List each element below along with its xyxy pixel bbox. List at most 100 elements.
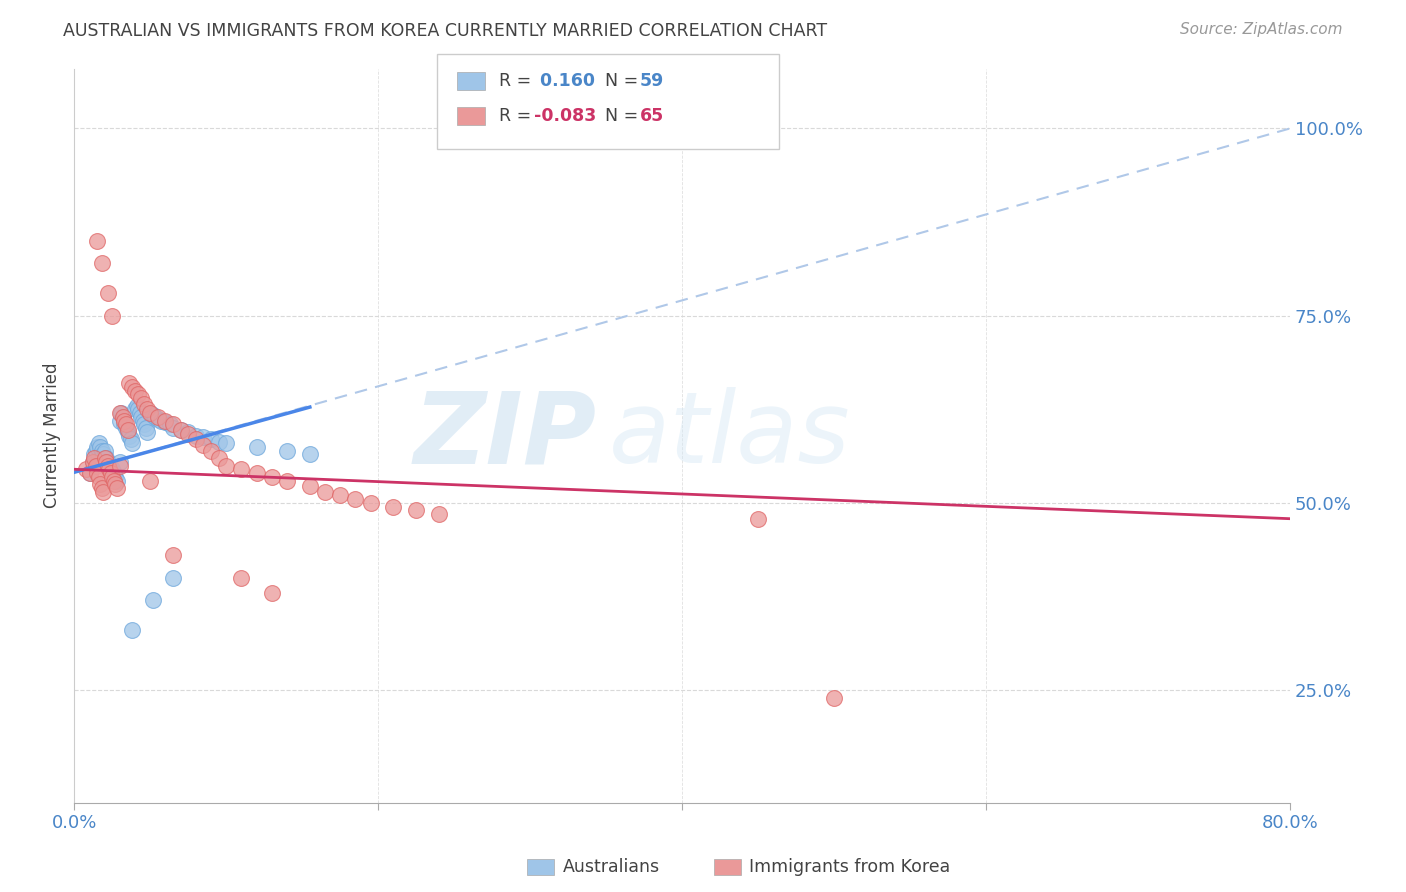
Point <box>115 417 138 432</box>
Point <box>276 443 298 458</box>
Point <box>146 409 169 424</box>
Point <box>208 450 231 465</box>
Point <box>108 455 131 469</box>
Point <box>136 425 159 439</box>
Point <box>108 413 131 427</box>
Point <box>97 455 120 469</box>
Point <box>91 484 114 499</box>
Point <box>84 443 107 458</box>
Point <box>96 455 118 469</box>
Point <box>93 450 115 465</box>
Point <box>177 427 200 442</box>
Point <box>111 409 134 424</box>
Point <box>170 423 193 437</box>
Point <box>108 406 131 420</box>
Point <box>114 413 136 427</box>
Point <box>79 466 101 480</box>
Point <box>231 462 253 476</box>
Point <box>121 436 143 450</box>
Point <box>139 406 162 420</box>
Point <box>135 421 157 435</box>
Text: Australians: Australians <box>562 858 659 876</box>
Point <box>105 474 128 488</box>
Point <box>184 428 207 442</box>
Point <box>79 466 101 480</box>
Point <box>117 423 139 437</box>
Point <box>121 624 143 638</box>
Point <box>100 460 122 475</box>
Point <box>90 443 112 458</box>
Point <box>162 421 184 435</box>
Point <box>170 423 193 437</box>
Point <box>121 380 143 394</box>
Point <box>91 447 114 461</box>
Text: -0.083: -0.083 <box>534 107 596 125</box>
Point <box>142 593 165 607</box>
Point <box>427 507 450 521</box>
Point <box>298 479 321 493</box>
Point <box>139 474 162 488</box>
Text: Source: ZipAtlas.com: Source: ZipAtlas.com <box>1180 22 1343 37</box>
Point <box>103 474 125 488</box>
Y-axis label: Currently Married: Currently Married <box>44 363 60 508</box>
Point <box>105 481 128 495</box>
Point <box>110 406 132 420</box>
Point <box>200 443 222 458</box>
Text: N =: N = <box>605 107 638 125</box>
Point <box>118 428 141 442</box>
Point <box>103 466 125 480</box>
Point <box>86 440 108 454</box>
Text: 65: 65 <box>640 107 664 125</box>
Point <box>129 391 152 405</box>
Point <box>146 412 169 426</box>
Point <box>120 432 142 446</box>
Point <box>134 397 156 411</box>
Point <box>127 387 149 401</box>
Text: N =: N = <box>605 72 638 90</box>
Point <box>143 409 166 424</box>
Point <box>329 488 352 502</box>
Point <box>231 571 253 585</box>
Point <box>155 413 177 427</box>
Point <box>124 402 146 417</box>
Point <box>131 413 153 427</box>
Point <box>193 430 215 444</box>
Point <box>83 447 105 461</box>
Text: 59: 59 <box>640 72 664 90</box>
Point <box>360 496 382 510</box>
Point <box>260 469 283 483</box>
Point <box>90 481 112 495</box>
Point <box>114 417 136 432</box>
Text: ZIP: ZIP <box>415 387 598 484</box>
Point <box>298 447 321 461</box>
Point <box>97 286 120 301</box>
Point <box>129 409 152 424</box>
Point <box>96 450 118 465</box>
Point <box>200 432 222 446</box>
Point <box>134 417 156 432</box>
Text: atlas: atlas <box>609 387 851 484</box>
Point <box>136 402 159 417</box>
Point <box>162 571 184 585</box>
Point <box>128 406 150 420</box>
Point <box>87 436 110 450</box>
Point <box>246 466 269 480</box>
Point <box>823 690 845 705</box>
Point <box>98 462 121 476</box>
Point <box>82 455 104 469</box>
Point <box>83 450 105 465</box>
Point <box>89 477 111 491</box>
Point <box>87 469 110 483</box>
Point <box>76 462 98 476</box>
Point <box>117 425 139 439</box>
Point <box>162 417 184 432</box>
Text: 0.160: 0.160 <box>534 72 595 90</box>
Point <box>162 549 184 563</box>
Text: AUSTRALIAN VS IMMIGRANTS FROM KOREA CURRENTLY MARRIED CORRELATION CHART: AUSTRALIAN VS IMMIGRANTS FROM KOREA CURR… <box>63 22 827 40</box>
Point <box>125 399 148 413</box>
Point <box>139 406 162 420</box>
Text: R =: R = <box>499 107 531 125</box>
Text: Immigrants from Korea: Immigrants from Korea <box>749 858 950 876</box>
Point <box>127 402 149 417</box>
Point <box>101 309 124 323</box>
